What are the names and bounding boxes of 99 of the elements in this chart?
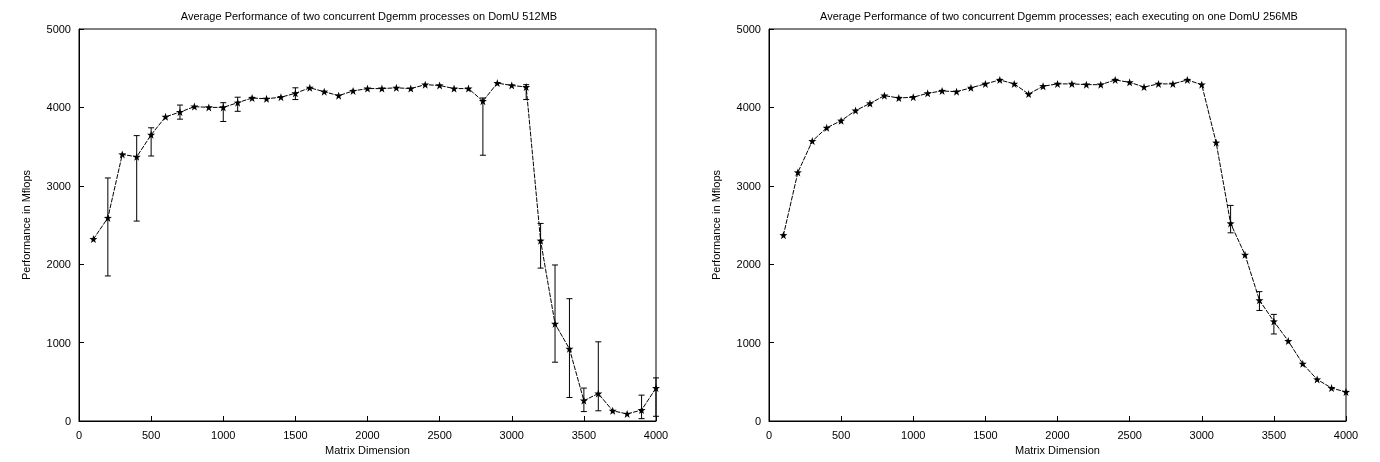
x-tick-label: 2500 — [427, 428, 452, 441]
y-tick-label: 3000 — [46, 179, 71, 192]
point — [793, 168, 802, 177]
point — [377, 84, 386, 93]
point — [923, 89, 932, 98]
point — [1183, 75, 1192, 84]
point — [118, 150, 127, 159]
point — [276, 93, 285, 102]
point — [851, 106, 860, 115]
y-axis-title: Performance in Mflops — [19, 169, 32, 281]
point — [406, 84, 415, 93]
point — [1226, 219, 1235, 228]
x-tick-label: 4000 — [1333, 428, 1359, 441]
point — [808, 137, 817, 146]
point — [248, 93, 257, 102]
y-tick-label: 0 — [754, 415, 761, 427]
x-tick-label: 0 — [765, 428, 773, 441]
x-tick-label: 0 — [75, 428, 83, 441]
point — [1313, 375, 1322, 384]
point — [1125, 78, 1134, 87]
point — [1327, 384, 1336, 393]
x-axis-title: Matrix Dimension — [325, 444, 410, 457]
point — [909, 93, 918, 102]
point — [1024, 90, 1033, 99]
point — [637, 406, 646, 415]
y-tick-label: 5000 — [46, 23, 71, 35]
x-tick-label: 4000 — [643, 428, 669, 441]
point — [1111, 75, 1120, 84]
point — [190, 102, 199, 111]
point — [507, 81, 516, 90]
point — [779, 231, 788, 240]
point — [291, 89, 300, 98]
point — [1212, 138, 1221, 147]
point — [894, 93, 903, 102]
point — [262, 94, 271, 103]
y-tick-label: 5000 — [736, 23, 761, 35]
point — [837, 116, 846, 125]
y-tick-label: 2000 — [736, 258, 761, 271]
y-tick-label: 1000 — [736, 336, 761, 349]
point — [551, 319, 560, 328]
point — [1269, 317, 1278, 326]
point — [938, 86, 947, 95]
x-tick-label: 3500 — [571, 428, 597, 441]
x-axis-title: Matrix Dimension — [1015, 444, 1100, 457]
point — [995, 75, 1004, 84]
x-tick-label: 1500 — [283, 428, 308, 441]
point — [464, 84, 473, 93]
point — [1039, 82, 1048, 91]
y-tick-label: 2000 — [46, 258, 71, 271]
point — [204, 103, 213, 112]
point — [1284, 337, 1293, 346]
chart-title: Average Performance of two concurrent Dgemm processes; each executing on one DomU 256MB — [820, 9, 1298, 22]
point — [822, 123, 831, 132]
y-tick-label: 4000 — [736, 101, 761, 114]
point — [623, 409, 632, 418]
point — [305, 83, 314, 92]
chart-title: Average Performance of two concurrent Dgemm processes on DomU 512MB — [180, 9, 558, 22]
point — [1342, 387, 1350, 396]
point — [1053, 79, 1062, 88]
y-axis-title: Performance in Mflops — [709, 169, 722, 281]
x-tick-label: 2000 — [1045, 428, 1070, 441]
point — [392, 83, 401, 92]
x-tick-label: 1000 — [211, 428, 236, 441]
point — [865, 99, 874, 108]
point — [1298, 359, 1307, 368]
y-tick-label: 4000 — [46, 101, 71, 114]
point — [450, 84, 459, 93]
point — [652, 384, 660, 393]
point — [89, 235, 98, 244]
y-tick-label: 0 — [64, 415, 71, 427]
point — [1010, 79, 1019, 88]
x-tick-label: 3000 — [499, 428, 524, 441]
x-tick-label: 2500 — [1117, 428, 1142, 441]
point — [608, 406, 617, 415]
point — [175, 108, 184, 117]
point — [363, 84, 372, 93]
point — [579, 396, 588, 405]
point — [565, 344, 574, 353]
point — [966, 83, 975, 92]
point — [435, 81, 444, 90]
point — [161, 112, 170, 121]
point — [594, 389, 603, 398]
point — [132, 152, 141, 161]
point — [1140, 83, 1149, 92]
point — [103, 213, 112, 222]
x-tick-label: 500 — [141, 428, 161, 441]
x-tick-label: 1500 — [973, 428, 998, 441]
y-tick-label: 1000 — [46, 336, 71, 349]
x-tick-label: 3000 — [1189, 428, 1214, 441]
point — [1154, 79, 1163, 88]
point — [981, 79, 990, 88]
point — [493, 79, 502, 88]
x-tick-label: 2000 — [355, 428, 380, 441]
point — [1255, 296, 1264, 305]
x-tick-label: 1000 — [901, 428, 926, 441]
x-tick-label: 3500 — [1261, 428, 1287, 441]
y-tick-label: 3000 — [736, 179, 761, 192]
point — [1241, 250, 1250, 259]
x-tick-label: 500 — [831, 428, 851, 441]
